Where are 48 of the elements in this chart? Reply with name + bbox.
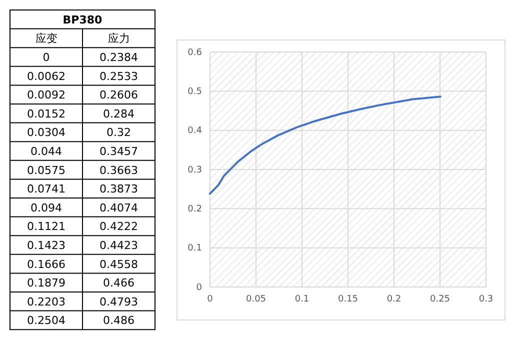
y-tick-label: 0.6 (188, 48, 202, 58)
y-tick-label: 0.3 (188, 165, 202, 176)
text: 0.4423 (100, 239, 138, 252)
text: 0 (42, 51, 50, 64)
text: 0.1666 (27, 258, 66, 271)
y-tick-label: 0.2 (188, 204, 202, 215)
text: 0.0152 (27, 107, 66, 120)
text: 0.0575 (27, 164, 66, 177)
text: 0.0092 (27, 88, 66, 102)
text: 应力 (108, 32, 130, 46)
text: 0.0304 (27, 126, 66, 140)
text: 0.4222 (100, 220, 138, 234)
text: 0.486 (103, 314, 134, 328)
text: 0.2504 (27, 314, 66, 328)
text: 0.466 (103, 276, 134, 290)
x-tick-label: 0.1 (294, 294, 310, 304)
line-series (209, 96, 442, 195)
x-tick-label: 0 (207, 294, 214, 304)
text: 应变 (35, 32, 58, 46)
y-tick-label: 0.5 (188, 87, 202, 98)
text: 0.4074 (100, 201, 138, 214)
text: BP380 (62, 13, 103, 26)
text: 0.3663 (100, 164, 138, 177)
text: 0.0062 (27, 70, 66, 83)
x-tick-label: 0.05 (246, 294, 266, 304)
text: 0.2606 (100, 88, 138, 102)
text: 0.2384 (100, 51, 138, 64)
text: 0.3457 (100, 145, 138, 158)
x-tick-label: 0.25 (430, 294, 450, 304)
text: 0.2203 (27, 295, 66, 308)
text: 0.1423 (27, 239, 66, 252)
y-tick-label: 0.1 (188, 244, 202, 254)
text: 0.3873 (100, 182, 138, 196)
text: 0.1121 (27, 220, 66, 234)
text: 0.4558 (100, 258, 138, 271)
text: 0.044 (30, 145, 62, 158)
text: 0.284 (103, 107, 134, 120)
text: 0.4793 (100, 295, 138, 308)
y-tick-label: 0.4 (188, 126, 202, 136)
text: 0.1879 (27, 276, 66, 290)
text: 0.2533 (100, 70, 138, 83)
text: 0.32 (106, 126, 131, 140)
x-tick-label: 0.15 (338, 294, 358, 304)
text: 0.0741 (27, 182, 66, 196)
text: 0.094 (30, 201, 62, 214)
x-tick-label: 0.2 (386, 294, 402, 304)
y-tick-label: 0 (196, 282, 202, 293)
x-tick-label: 0.3 (478, 294, 494, 304)
